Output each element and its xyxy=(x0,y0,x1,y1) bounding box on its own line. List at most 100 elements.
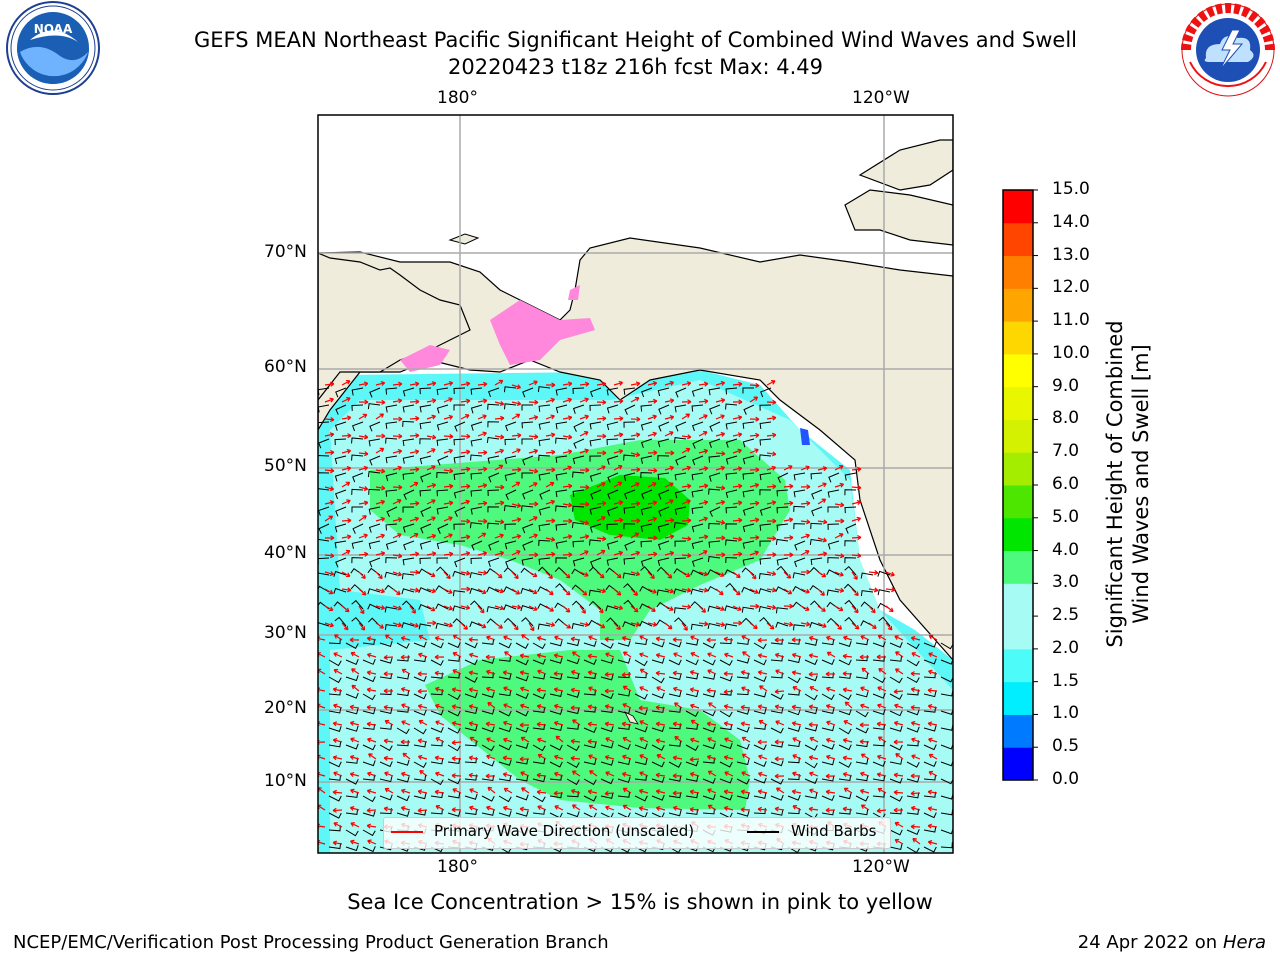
wave-direction-arrow xyxy=(895,753,904,760)
wind-barb xyxy=(634,659,648,667)
wave-direction-arrow xyxy=(562,622,572,629)
wind-barb xyxy=(872,708,886,715)
wind-barb xyxy=(855,727,869,734)
wind-barb xyxy=(657,387,670,397)
wind-barb xyxy=(838,808,851,815)
wave-direction-arrow xyxy=(910,790,921,796)
wind-barb xyxy=(573,438,585,449)
wave-direction-arrow xyxy=(647,450,658,456)
wave-direction-arrow xyxy=(589,770,598,777)
wave-direction-arrow xyxy=(876,808,887,814)
wave-direction-arrow xyxy=(375,381,386,387)
wind-barb xyxy=(522,455,534,466)
wave-direction-arrow xyxy=(860,635,870,641)
wave-direction-arrow xyxy=(647,414,657,420)
wave-direction-arrow xyxy=(613,380,624,386)
wave-direction-arrow xyxy=(630,605,639,613)
wave-direction-arrow xyxy=(689,670,700,676)
wave-direction-arrow xyxy=(579,414,589,420)
wind-barb xyxy=(821,759,835,766)
wind-barb xyxy=(906,829,920,836)
wind-barb xyxy=(566,761,580,769)
wind-barb xyxy=(469,587,483,594)
wind-barb xyxy=(515,693,529,699)
wave-direction-arrow xyxy=(707,804,717,811)
wave-direction-arrow xyxy=(435,737,445,743)
wind-barb xyxy=(420,523,432,534)
wave-direction-arrow xyxy=(486,737,496,743)
wave-direction-arrow xyxy=(928,652,938,658)
wind-barb xyxy=(685,659,699,666)
wind-barb xyxy=(623,506,636,514)
wave-direction-arrow xyxy=(384,771,394,777)
wind-barb xyxy=(606,540,619,550)
wave-direction-arrow xyxy=(622,685,632,692)
wind-barb xyxy=(736,793,750,800)
wave-direction-arrow xyxy=(318,739,326,745)
wind-barb xyxy=(657,540,670,550)
wave-direction-arrow xyxy=(842,653,853,659)
wind-barb xyxy=(503,604,517,611)
wave-direction-arrow xyxy=(749,482,760,488)
wind-barb xyxy=(838,693,852,701)
wind-barb xyxy=(725,489,738,499)
wave-direction-arrow xyxy=(681,434,692,440)
wave-direction-arrow xyxy=(460,466,471,472)
wave-direction-arrow xyxy=(375,399,386,405)
wind-barb xyxy=(589,506,602,515)
wind-barb xyxy=(607,489,619,500)
wind-barb xyxy=(759,489,772,496)
wave-direction-arrow xyxy=(358,622,366,631)
wind-barb xyxy=(486,586,500,593)
lon-label-bottom-120w: 120°W xyxy=(852,857,910,877)
wind-barb xyxy=(335,489,347,500)
wave-direction-arrow xyxy=(715,450,726,457)
wind-barb xyxy=(333,570,347,577)
wave-direction-arrow xyxy=(351,684,360,692)
wave-direction-arrow xyxy=(536,772,547,778)
wave-direction-arrow xyxy=(910,805,921,811)
wave-direction-arrow xyxy=(554,805,564,811)
wave-direction-arrow xyxy=(656,686,666,692)
wind-barb xyxy=(770,727,784,734)
wave-direction-arrow xyxy=(681,552,692,559)
wave-direction-arrow xyxy=(749,517,760,523)
wind-barb xyxy=(843,583,857,593)
wave-direction-arrow xyxy=(570,687,581,693)
wind-barb xyxy=(889,829,903,836)
wave-direction-arrow xyxy=(783,571,792,579)
wave-direction-arrow xyxy=(715,552,726,558)
wave-direction-arrow xyxy=(895,651,904,658)
wave-direction-arrow xyxy=(392,588,401,596)
wave-direction-arrow xyxy=(766,399,777,405)
wave-direction-arrow xyxy=(622,651,632,658)
wave-direction-arrow xyxy=(689,687,700,693)
wind-barb xyxy=(396,727,410,735)
wave-direction-arrow xyxy=(536,721,547,727)
wave-direction-arrow xyxy=(630,501,641,507)
wind-barb xyxy=(481,691,495,698)
wave-direction-arrow xyxy=(732,536,743,542)
wind-barb xyxy=(436,557,449,564)
wind-barb xyxy=(844,565,857,576)
wind-barb xyxy=(328,638,341,645)
wind-barb xyxy=(454,421,466,432)
wind-barb xyxy=(906,776,920,783)
wave-direction-arrow xyxy=(698,621,709,627)
wave-direction-arrow xyxy=(528,399,539,405)
wave-direction-arrow xyxy=(545,571,553,579)
wind-barb xyxy=(396,776,410,783)
wind-barb xyxy=(821,725,835,732)
wave-direction-arrow xyxy=(570,669,581,675)
wave-direction-arrow xyxy=(715,571,725,577)
wind-barb xyxy=(600,693,614,700)
wind-barb xyxy=(658,506,670,517)
wind-barb xyxy=(657,472,670,480)
wind-barb xyxy=(396,759,410,766)
wave-direction-arrow xyxy=(817,466,828,472)
lon-label-top-120w: 120°W xyxy=(852,88,910,108)
wave-direction-arrow xyxy=(324,468,335,474)
wave-direction-arrow xyxy=(426,499,436,505)
wave-direction-arrow xyxy=(681,399,692,405)
wave-direction-arrow xyxy=(689,756,700,763)
